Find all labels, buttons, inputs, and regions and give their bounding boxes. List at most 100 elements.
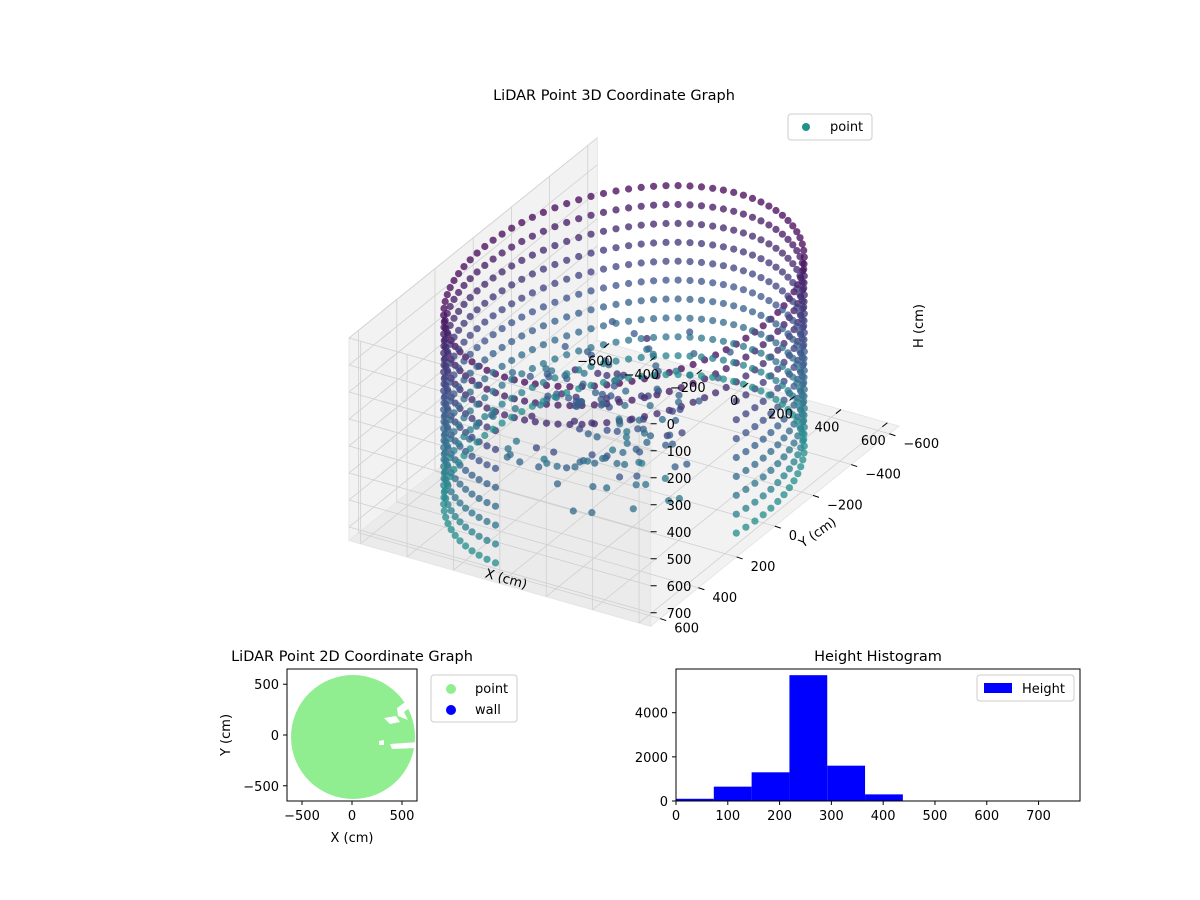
histogram-legend-box [976,674,1075,702]
scatter3d-point [508,369,517,377]
scatter3d-point [637,316,645,324]
scatter3d-point [563,218,571,227]
scatter3d-point [662,333,670,341]
scatter3d-point [551,374,559,382]
scatter3d-point [793,284,801,292]
scatter3d-point [722,365,730,373]
scatter3d-point [732,397,740,405]
scatter3d-point [800,442,808,450]
histogram-legend-swatch [984,683,1012,693]
scatter3d-point [634,425,642,433]
scatter3d-point [637,392,646,400]
scatter3d-point [498,230,506,238]
histogram-x-tick-label: 700 [1026,809,1051,824]
scatter3d-z-tick-label: 100 [667,445,692,460]
histogram-bar [865,794,903,801]
scatter3d-point [675,494,684,503]
scatter3d-x-tick-label: 200 [768,407,793,422]
scatter3d-point [551,393,559,401]
scatter3d-point [759,511,767,519]
scatter3d-point [483,404,491,412]
scatter3d-point [498,325,506,333]
scatter3d-point [587,268,595,276]
scatter3d-x-tick [696,369,703,375]
scatter3d-point [498,419,506,427]
scatter3d-point [697,372,706,380]
scatter3d-point [621,401,629,410]
scatter3d-point [440,304,448,312]
scatter3d-point [780,415,788,423]
scatter3d-point [772,320,780,328]
scatter3d-point [473,400,481,408]
scatter3d-y-tick-label: 200 [751,560,776,575]
scatter3d-point [571,463,579,471]
scatter3d-point [466,331,474,339]
scatter3d-point [730,321,738,329]
scatter3d-point [468,471,476,479]
scatter3d-point [475,457,483,465]
scatter3d-point [475,513,483,522]
scatter3d-point [709,298,717,306]
scatter3d-point [455,345,463,353]
scatter3d-point [793,303,801,311]
scatter3d-point [697,353,706,361]
scatter3d-point [662,257,670,265]
scatter3d-point [612,300,620,308]
scatter3d-point [751,517,759,525]
scatter3d-point [719,299,728,308]
scatter3d-point [468,452,476,460]
scatter2d-legend: point wall [430,674,518,723]
scatter3d-point [789,241,797,249]
histogram-x-tick-label: 400 [871,809,896,824]
scatter3d-point [625,317,633,325]
scatter3d-point [630,330,638,338]
scatter3d-point [587,287,595,295]
scatter3d-point [730,226,738,234]
scatter3d-point [742,466,750,475]
scatter3d-point [539,246,548,254]
scatter3d-point [518,294,526,302]
scatter3d-point [498,268,506,276]
scatter3d-point [563,464,571,472]
scatter3d-point [447,507,455,515]
scatter3d-point [686,295,694,303]
scatter3d-point [599,322,608,330]
scatter3d-point [686,314,694,322]
scatter3d-point [462,504,470,512]
scatter3d-point [440,474,448,483]
scatter3d-point [446,473,454,481]
scatter3d-point [784,330,792,338]
scatter3d-point [504,445,512,453]
scatter3d-point [528,402,537,410]
scatter3d-point [455,421,463,429]
scatter3d-y-tick-label: −200 [827,498,863,513]
scatter3d-point [785,446,794,454]
scatter3d-point [443,328,451,336]
scatter3d-point [481,431,489,440]
scatter3d-point [784,216,792,225]
scatter3d-point [730,245,738,253]
scatter3d-point [650,333,658,342]
scatter3d-point [780,434,788,442]
scatter3d-point [719,262,728,270]
scatter3d-point [554,420,562,428]
scatter3d-point [440,380,448,388]
scatter3d-point [587,344,595,352]
scatter3d-point [508,394,516,402]
scatter3d-point [473,381,481,389]
scatter3d-point [662,276,670,284]
scatter3d-point [674,257,682,265]
scatter3d-point [697,277,706,285]
scatter3d-point [757,330,765,338]
scatter3d-point [793,398,801,406]
scatter3d-point [466,435,474,443]
scatter2d-gap [397,700,412,720]
scatter3d-point [798,240,806,248]
scatter2d-title: LiDAR Point 2D Coordinate Graph [231,649,473,665]
scatter3d-point [528,364,537,373]
scatter3d-point [539,227,548,235]
scatter3d-point [508,300,516,308]
scatter3d-point [800,284,808,292]
scatter3d-y-tick [889,433,896,437]
scatter2d-y-tick-label: −500 [243,780,279,795]
